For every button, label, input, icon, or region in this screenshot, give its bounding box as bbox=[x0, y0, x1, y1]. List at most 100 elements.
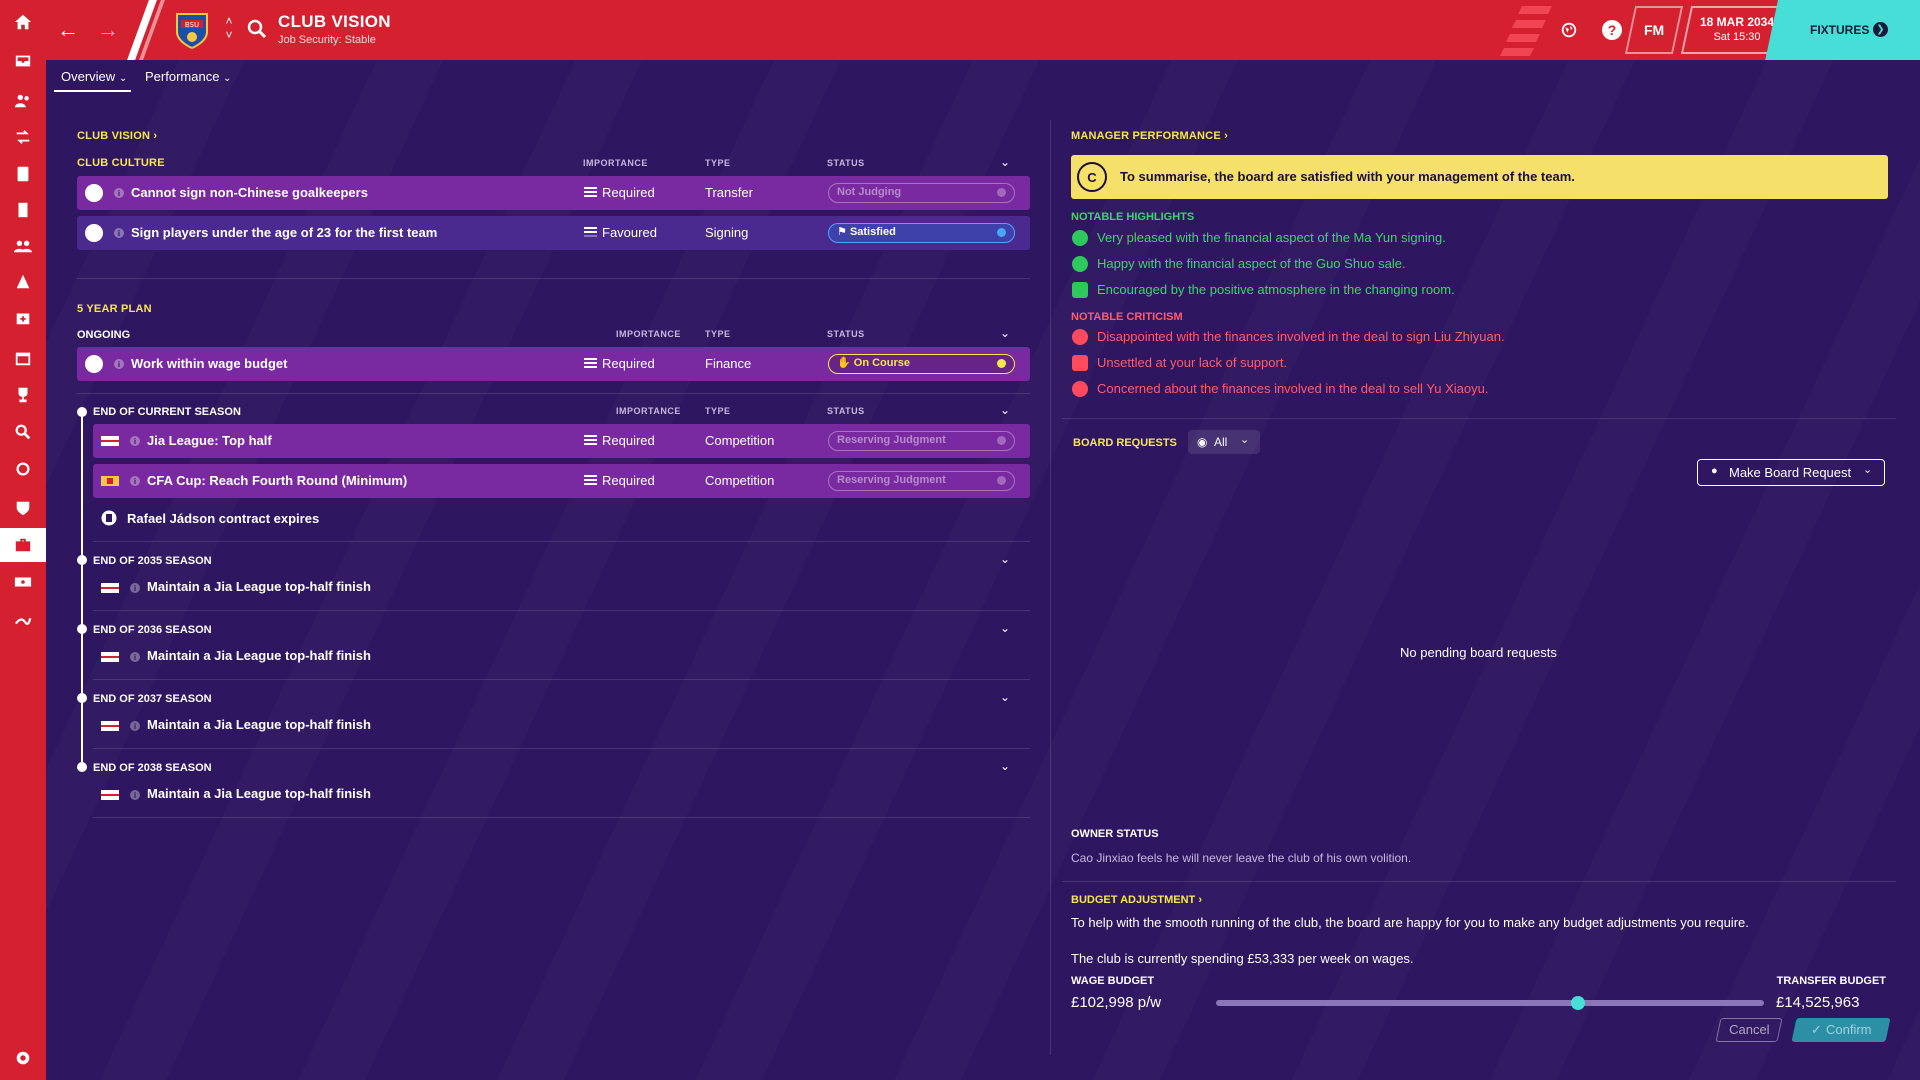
objective-title[interactable]: Maintain a Jia League top-half finish bbox=[147, 717, 371, 732]
status-pill[interactable]: Reserving Judgment bbox=[828, 431, 1015, 451]
confirm-button[interactable]: ✓ Confirm bbox=[1791, 1018, 1891, 1042]
status-label: Reserving Judgment bbox=[837, 474, 946, 486]
highlights-title: NOTABLE HIGHLIGHTS bbox=[1071, 211, 1195, 223]
highlight-item: Happy with the financial aspect of the G… bbox=[1097, 256, 1406, 271]
wage-budget-label: WAGE BUDGET bbox=[1071, 975, 1155, 987]
club-vision-icon[interactable] bbox=[0, 528, 46, 562]
handshake-icon bbox=[1072, 381, 1088, 397]
training-icon[interactable] bbox=[0, 265, 46, 299]
chevron-down-icon[interactable]: ⌄ bbox=[1000, 621, 1011, 635]
objective-title[interactable]: Maintain a Jia League top-half finish bbox=[147, 648, 371, 663]
info-icon bbox=[997, 228, 1006, 237]
table-row[interactable]: i Cannot sign non-Chinese goalkeepers Re… bbox=[77, 176, 1030, 210]
home-icon[interactable] bbox=[0, 5, 46, 39]
chevron-down-icon[interactable]: ⌄ bbox=[1000, 403, 1011, 417]
importance-bars-icon bbox=[584, 227, 597, 240]
club-switcher-icon[interactable]: ˄ ˅ bbox=[225, 14, 233, 42]
status-header[interactable]: STATUS bbox=[827, 158, 865, 168]
objective-title[interactable]: Maintain a Jia League top-half finish bbox=[147, 579, 371, 594]
row-type: Signing bbox=[705, 225, 749, 240]
budget-adjustment-link[interactable]: BUDGET ADJUSTMENT › bbox=[1071, 894, 1202, 906]
importance-header[interactable]: IMPORTANCE bbox=[616, 406, 681, 416]
owner-status-title: OWNER STATUS bbox=[1071, 828, 1159, 840]
importance-header[interactable]: IMPORTANCE bbox=[583, 158, 648, 168]
help-icon[interactable]: ? bbox=[1602, 20, 1622, 40]
chevron-down-icon: ⌄ bbox=[1863, 464, 1873, 476]
chevron-down-icon[interactable]: ⌄ bbox=[1000, 759, 1011, 773]
chevron-right-icon[interactable]: ❯ bbox=[1873, 22, 1888, 37]
chevron-down-icon[interactable]: ⌄ bbox=[1000, 552, 1011, 566]
info-icon[interactable]: i bbox=[114, 359, 124, 369]
performance-summary: C To summarise, the board are satisfied … bbox=[1071, 155, 1888, 199]
type-header[interactable]: TYPE bbox=[705, 329, 731, 339]
forward-arrow-icon[interactable]: → bbox=[97, 17, 119, 42]
staff-icon[interactable] bbox=[0, 229, 46, 263]
club-icon[interactable] bbox=[0, 491, 46, 525]
status-pill[interactable]: ✋ On Course bbox=[828, 354, 1015, 374]
status-header[interactable]: STATUS bbox=[827, 406, 865, 416]
info-icon[interactable]: i bbox=[130, 790, 140, 800]
chevron-down-icon[interactable]: ⌄ bbox=[1000, 155, 1011, 169]
info-icon[interactable]: i bbox=[130, 583, 140, 593]
divider bbox=[93, 541, 1030, 542]
objective-title[interactable]: Maintain a Jia League top-half finish bbox=[147, 786, 371, 801]
fm-menu-button[interactable]: FM bbox=[1624, 6, 1684, 54]
cancel-button[interactable]: Cancel bbox=[1715, 1018, 1783, 1042]
eye-icon: ◉ bbox=[1197, 435, 1208, 449]
scouting-icon[interactable] bbox=[0, 415, 46, 449]
manager-performance-link[interactable]: MANAGER PERFORMANCE › bbox=[1071, 130, 1228, 142]
table-row[interactable]: i CFA Cup: Reach Fourth Round (Minimum) … bbox=[93, 464, 1030, 498]
status-pill[interactable]: Not Judging bbox=[828, 183, 1015, 203]
row-importance: Required bbox=[602, 356, 655, 371]
slider-handle[interactable] bbox=[1570, 996, 1585, 1010]
trophy-icon[interactable] bbox=[0, 378, 46, 412]
tab-overview[interactable]: Overview ⌄ bbox=[61, 69, 127, 84]
chevron-down-icon[interactable]: ⌄ bbox=[1000, 326, 1011, 340]
type-header[interactable]: TYPE bbox=[705, 158, 731, 168]
medical-icon[interactable] bbox=[0, 301, 46, 335]
budget-slider[interactable] bbox=[1216, 1000, 1764, 1006]
settings-gear-icon[interactable] bbox=[0, 1041, 46, 1075]
table-row[interactable]: i Work within wage budget Required Finan… bbox=[77, 347, 1030, 381]
status-pill[interactable]: ⚑ Satisfied bbox=[828, 223, 1015, 243]
tab-performance[interactable]: Performance ⌄ bbox=[145, 69, 231, 84]
back-arrow-icon[interactable]: ← bbox=[57, 17, 79, 42]
info-icon[interactable]: i bbox=[130, 652, 140, 662]
svg-text:BSU: BSU bbox=[185, 21, 199, 29]
filter-dropdown[interactable]: ◉ All ⌄ bbox=[1188, 430, 1260, 454]
tab-label: Performance bbox=[145, 69, 220, 84]
dev-centre-icon[interactable] bbox=[0, 603, 46, 637]
fixtures-label[interactable]: FIXTURES bbox=[1810, 23, 1870, 37]
importance-header[interactable]: IMPORTANCE bbox=[616, 329, 681, 339]
globe-icon[interactable] bbox=[1557, 18, 1581, 42]
make-board-request-button[interactable]: ● Make Board Request ⌄ bbox=[1697, 459, 1885, 486]
info-icon[interactable]: i bbox=[130, 721, 140, 731]
transfers-icon[interactable] bbox=[0, 120, 46, 154]
club-vision-link[interactable]: CLUB VISION › bbox=[77, 130, 158, 142]
status-pill[interactable]: Reserving Judgment bbox=[828, 471, 1015, 491]
refresh-icon[interactable] bbox=[0, 452, 46, 486]
info-icon[interactable]: i bbox=[130, 436, 140, 446]
info-icon[interactable]: i bbox=[130, 476, 140, 486]
finances-icon[interactable] bbox=[0, 565, 46, 599]
thumbs-up-icon: ✋ bbox=[837, 357, 851, 369]
table-row[interactable]: i Jia League: Top half Required Competit… bbox=[93, 424, 1030, 458]
search-icon[interactable] bbox=[246, 18, 268, 40]
info-icon[interactable]: i bbox=[114, 188, 124, 198]
chevron-down-icon[interactable]: ⌄ bbox=[1000, 690, 1011, 704]
importance-bars-icon bbox=[584, 187, 597, 200]
type-header[interactable]: TYPE bbox=[705, 406, 731, 416]
info-icon[interactable]: i bbox=[114, 228, 124, 238]
tactics-icon[interactable] bbox=[0, 157, 46, 191]
filter-value: All bbox=[1214, 435, 1228, 449]
table-row[interactable]: i Sign players under the age of 23 for t… bbox=[77, 216, 1030, 250]
button-label: Cancel bbox=[1728, 1022, 1770, 1037]
contract-note[interactable]: Rafael Jádson contract expires bbox=[127, 511, 320, 526]
squad-icon[interactable] bbox=[0, 84, 46, 118]
calendar-icon[interactable] bbox=[0, 341, 46, 375]
reports-icon[interactable] bbox=[0, 193, 46, 227]
job-security-label: Job Security: Stable bbox=[278, 34, 376, 46]
club-crest-icon[interactable]: BSU bbox=[173, 10, 211, 50]
inbox-icon[interactable] bbox=[0, 44, 46, 78]
status-header[interactable]: STATUS bbox=[827, 329, 865, 339]
